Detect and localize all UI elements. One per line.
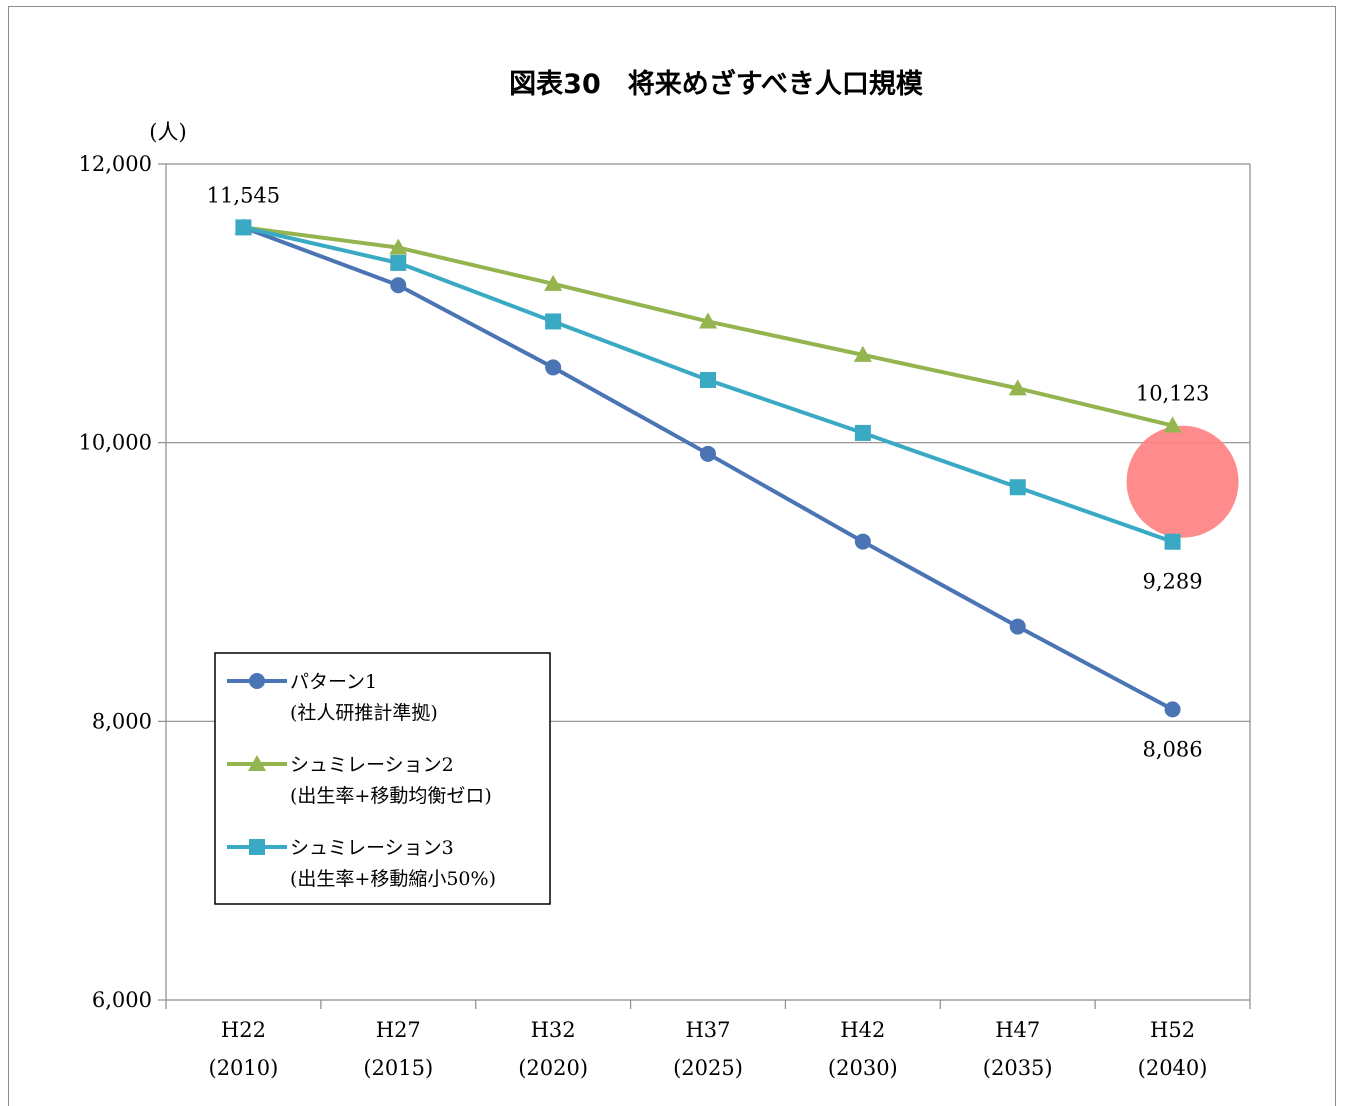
- legend: パターン1 (社人研推計準拠) シュミレーション2 (出生率+移動均衡ゼロ) シュミレー…: [214, 652, 551, 905]
- chart-frame: [8, 6, 1336, 1106]
- data-label: 9,289: [1143, 570, 1203, 594]
- x-tick-label: H32: [531, 1018, 576, 1042]
- x-tick-year-label: (2025): [673, 1056, 743, 1080]
- data-point-series-3: [1009, 479, 1026, 496]
- data-point-series-2: [389, 238, 408, 255]
- legend-box: [214, 652, 551, 905]
- x-tick-year-label: (2020): [518, 1056, 588, 1080]
- data-point-series-1: [545, 359, 562, 376]
- x-tick-year-label: (2035): [983, 1056, 1053, 1080]
- data-point-series-1: [1009, 618, 1026, 635]
- legend-sublabel: (出生率+移動均衡ゼロ): [290, 785, 492, 807]
- series-layer: [234, 218, 1182, 718]
- x-tick-label: H27: [376, 1018, 421, 1042]
- data-point-series-2: [544, 274, 563, 291]
- data-point-series-2: [853, 345, 872, 362]
- highlight-circle: [1126, 425, 1239, 538]
- axes: 6,000 8,000 10,000 12,000 H22 (2010) H27 (2015)…: [79, 152, 1251, 1080]
- legend-sublabel: (社人研推計準拠): [290, 702, 438, 724]
- data-label: 10,123: [1136, 382, 1209, 406]
- chart-title: 図表30 将来めざすべき人口規模: [509, 68, 923, 100]
- x-tick-year-label: (2040): [1138, 1056, 1208, 1080]
- data-point-series-2: [1163, 416, 1182, 433]
- x-tick-label: H22: [221, 1018, 266, 1042]
- highlight-layer: [1126, 425, 1239, 538]
- x-tick-year-label: (2030): [828, 1056, 898, 1080]
- legend-label: パターン1: [290, 671, 377, 693]
- data-point-series-3: [235, 219, 252, 236]
- data-labels: 11,545 10,123 9,289 8,086: [207, 183, 1210, 761]
- legend-marker-3: [249, 839, 265, 855]
- data-point-series-2: [1008, 379, 1027, 396]
- legend-label: シュミレーション3: [290, 837, 454, 859]
- x-tick-label: H47: [995, 1018, 1040, 1042]
- legend-label: シュミレーション2: [290, 754, 454, 776]
- legend-marker-2: [248, 755, 266, 771]
- data-point-series-1: [390, 277, 407, 294]
- y-tick-label: 8,000: [92, 709, 152, 733]
- y-axis-unit-label: (人): [149, 120, 186, 144]
- data-point-series-1: [854, 533, 871, 550]
- x-tick-year-label: (2010): [209, 1056, 279, 1080]
- data-point-series-3: [854, 424, 871, 441]
- data-point-series-3: [545, 313, 562, 330]
- x-tick-label: H52: [1150, 1018, 1195, 1042]
- y-tick-label: 12,000: [79, 152, 152, 176]
- data-point-series-3: [390, 254, 407, 271]
- data-point-series-1: [700, 445, 716, 462]
- data-point-series-3: [1164, 533, 1181, 550]
- x-tick-year-label: (2015): [363, 1056, 433, 1080]
- x-tick-label: H37: [685, 1018, 730, 1042]
- data-point-series-2: [699, 312, 717, 329]
- legend-sublabel: (出生率+移動縮小50%): [290, 868, 496, 890]
- data-label: 8,086: [1143, 737, 1203, 761]
- series-line-1: [242, 225, 1174, 712]
- x-tick-label: H42: [840, 1018, 885, 1042]
- y-tick-label: 10,000: [79, 431, 152, 455]
- data-label: 11,545: [207, 183, 280, 207]
- y-tick-label: 6,000: [92, 988, 152, 1012]
- legend-marker-1: [249, 673, 265, 689]
- data-point-series-1: [1164, 701, 1181, 718]
- data-point-series-3: [700, 371, 716, 388]
